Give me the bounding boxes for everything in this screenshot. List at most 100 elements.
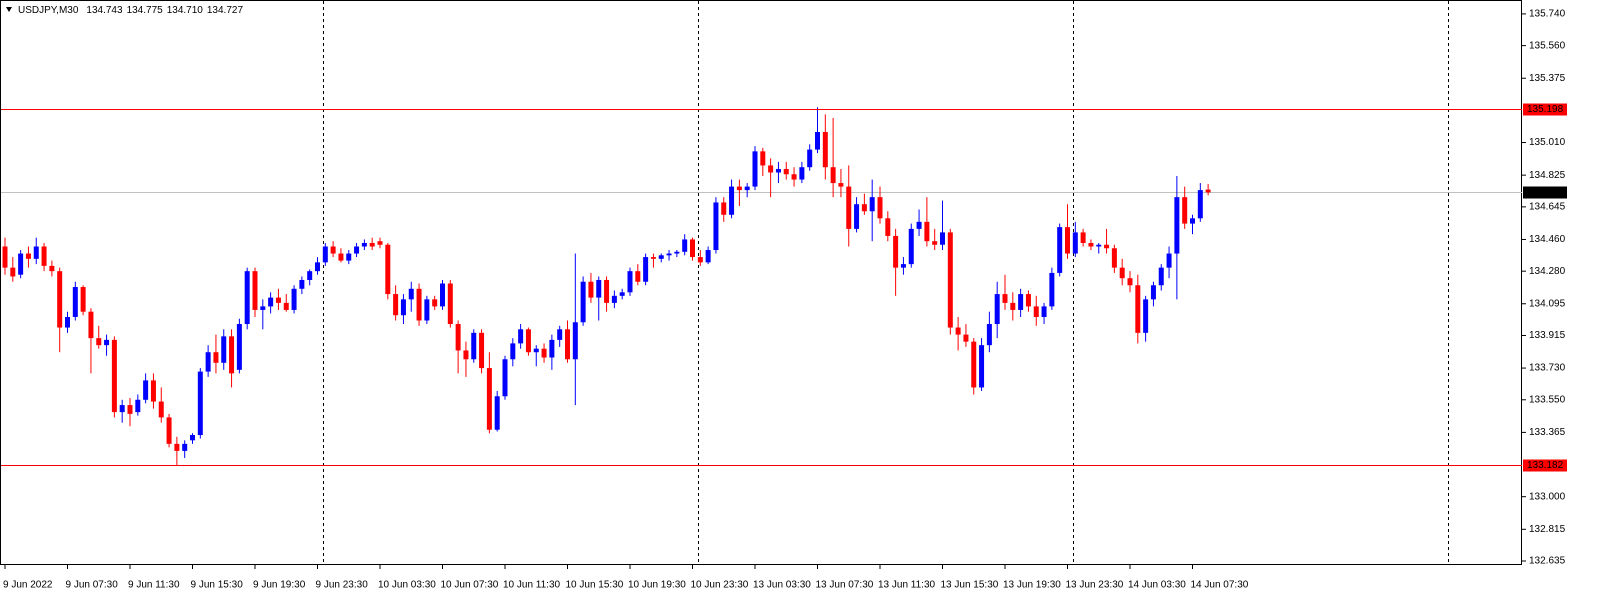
period-separators	[323, 1, 1449, 564]
candle-body	[393, 294, 399, 316]
candle-body	[1080, 232, 1086, 243]
level-label: 135.198	[1527, 104, 1564, 115]
plot-frame	[0, 0, 1522, 565]
candle-body	[1096, 244, 1102, 247]
x-tick-label: 13 Jun 03:30	[753, 580, 811, 591]
candle-body	[1104, 244, 1110, 249]
candle-body	[807, 149, 813, 168]
candle-body	[1033, 306, 1039, 317]
candle-body	[1072, 232, 1078, 254]
candle-body	[674, 251, 680, 254]
candle-body	[799, 167, 805, 180]
candle-body	[658, 255, 664, 259]
x-tick-label: 10 Jun 19:30	[628, 580, 686, 591]
last-price-label: 134.727	[1527, 187, 1564, 198]
y-tick-label: 135.375	[1529, 73, 1566, 84]
x-tick-label: 10 Jun 23:30	[691, 580, 749, 591]
candle-body	[596, 279, 602, 298]
x-tick-label: 9 Jun 2022	[3, 580, 53, 591]
candle-body	[361, 242, 367, 247]
candle-body	[127, 405, 133, 414]
candle-body	[440, 283, 445, 307]
title-open: 134.743	[86, 5, 123, 16]
candle-body	[510, 343, 516, 360]
candle-body	[729, 186, 735, 215]
candle-body	[580, 281, 586, 323]
candle-body	[1025, 294, 1031, 307]
candle-body	[354, 246, 360, 254]
candle-body	[1143, 299, 1149, 333]
y-tick-label: 132.815	[1529, 524, 1566, 535]
candle-body	[1205, 189, 1211, 193]
candle-body	[150, 380, 156, 402]
menu-triangle	[6, 7, 12, 12]
candle-body	[916, 221, 922, 229]
candle-body	[502, 359, 508, 397]
candle-body	[1041, 306, 1047, 317]
candle-body	[119, 405, 125, 413]
candle-body	[854, 204, 860, 229]
candle-body	[932, 241, 938, 245]
candle-body	[197, 371, 203, 436]
marks	[1, 107, 1522, 465]
candle-body	[369, 242, 375, 247]
title-low: 134.710	[167, 5, 204, 16]
candle-body	[135, 399, 141, 413]
candle-body	[57, 271, 63, 328]
candle-body	[775, 168, 781, 173]
candle-body	[1127, 278, 1133, 286]
candle-body	[861, 204, 867, 212]
candle-body	[908, 228, 914, 265]
candle-body	[760, 151, 766, 166]
candle-body	[416, 288, 422, 321]
candle-body	[893, 235, 899, 268]
candle-body	[666, 253, 672, 256]
candle-body	[877, 197, 883, 219]
candle-body	[1166, 253, 1172, 268]
x-tick-label: 10 Jun 03:30	[378, 580, 436, 591]
candle-body	[869, 197, 875, 212]
candle-body	[330, 246, 336, 254]
candle-body	[283, 302, 289, 310]
candle-body	[291, 288, 297, 310]
candle-body	[697, 257, 703, 263]
candle-body	[471, 332, 477, 360]
candle-body	[182, 443, 188, 451]
candle-body	[111, 339, 117, 413]
candle-body	[705, 250, 711, 263]
candle-body	[518, 329, 524, 344]
candle-body	[955, 327, 961, 335]
candle-body	[838, 183, 844, 187]
candle-body	[940, 232, 945, 245]
title-close: 134.727	[207, 5, 244, 16]
candle-body	[455, 324, 461, 351]
last-price-box	[1523, 186, 1567, 199]
candle-body	[635, 271, 641, 282]
candle-body	[2, 246, 8, 268]
x-tick-label: 10 Jun 11:30	[503, 580, 561, 591]
candle-body	[885, 218, 891, 236]
candle-body	[557, 329, 563, 340]
candle-body	[299, 279, 305, 289]
candle-body	[260, 306, 266, 310]
candle-body	[1010, 302, 1016, 310]
candle-body	[643, 257, 649, 282]
y-tick-label: 134.280	[1529, 266, 1566, 277]
x-tick-label: 13 Jun 07:30	[816, 580, 874, 591]
candle-body	[322, 246, 328, 263]
candle-body	[830, 167, 836, 184]
y-tick-label: 133.550	[1529, 394, 1566, 405]
candle-body	[752, 151, 758, 187]
x-tick-label: 9 Jun 23:30	[316, 580, 369, 591]
candle-body	[25, 253, 31, 259]
x-tick-label: 13 Jun 23:30	[1066, 580, 1124, 591]
x-tick-label: 13 Jun 11:30	[878, 580, 936, 591]
candle-body	[268, 297, 274, 307]
candle-body	[690, 239, 695, 258]
x-tick-label: 10 Jun 07:30	[441, 580, 499, 591]
candle-body	[971, 341, 977, 388]
candle-body	[791, 174, 797, 180]
candle-body	[18, 253, 24, 275]
candle-body	[307, 271, 313, 280]
